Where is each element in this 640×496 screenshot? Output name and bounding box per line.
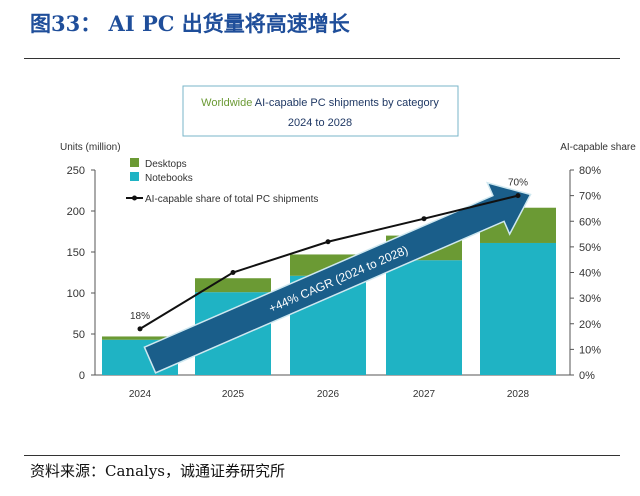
y2-tick-label: 20% <box>579 319 601 331</box>
share-point-2025 <box>230 270 236 275</box>
y-tick-label: 50 <box>73 329 85 341</box>
legend-label: AI-capable share of total PC shipments <box>145 194 318 205</box>
x-tick-label: 2028 <box>507 389 530 400</box>
figure-title: 图33： AI PC 出货量将高速增长 <box>30 11 350 36</box>
y2-tick-label: 40% <box>579 268 601 280</box>
bar-desktops-2025 <box>195 278 271 293</box>
y-tick-label: 0 <box>79 370 85 382</box>
arrow-shape <box>143 181 532 374</box>
x-tick-label: 2026 <box>317 389 340 400</box>
x-tick-label: 2025 <box>222 389 245 400</box>
legend-label: Desktops <box>145 159 187 170</box>
share-point-2028 <box>515 193 521 199</box>
legend-swatch <box>130 158 139 167</box>
y2-tick-label: 80% <box>579 165 601 177</box>
y2-tick-label: 50% <box>579 242 601 254</box>
legend-marker <box>132 195 137 201</box>
y2-axis-label: AI-capable share <box>560 142 636 153</box>
y2-tick-label: 0% <box>579 370 595 382</box>
share-data-label: 18% <box>130 311 150 322</box>
y2-tick-label: 70% <box>579 191 601 203</box>
y-tick-label: 150 <box>67 247 85 259</box>
legend-swatch <box>130 172 139 181</box>
chart-subtitle: 2024 to 2028 <box>288 117 352 129</box>
share-point-2024 <box>137 326 143 332</box>
y2-tick-label: 60% <box>579 216 601 228</box>
source-note: 资料来源：Canalys，诚通证券研究所 <box>30 462 285 480</box>
y2-tick-label: 30% <box>579 293 601 305</box>
divider <box>24 455 620 456</box>
x-tick-label: 2024 <box>129 389 152 400</box>
legend-label: Notebooks <box>145 173 193 184</box>
share-point-2026 <box>325 239 331 245</box>
divider <box>24 58 620 59</box>
share-data-label: 70% <box>508 178 528 189</box>
share-point-2027 <box>421 216 427 222</box>
y-axis-label: Units (million) <box>60 142 121 153</box>
y-tick-label: 250 <box>67 165 85 177</box>
y-tick-label: 200 <box>67 206 85 218</box>
x-tick-label: 2027 <box>413 389 436 400</box>
bar-desktops-2024 <box>102 336 178 340</box>
bar-notebooks-2027 <box>386 260 462 375</box>
bar-notebooks-2028 <box>480 242 556 375</box>
y-tick-label: 100 <box>67 288 85 300</box>
chart-title-box <box>182 85 459 137</box>
chart-title: Worldwide AI-capable PC shipments by cat… <box>201 97 439 109</box>
y2-tick-label: 10% <box>579 344 601 356</box>
